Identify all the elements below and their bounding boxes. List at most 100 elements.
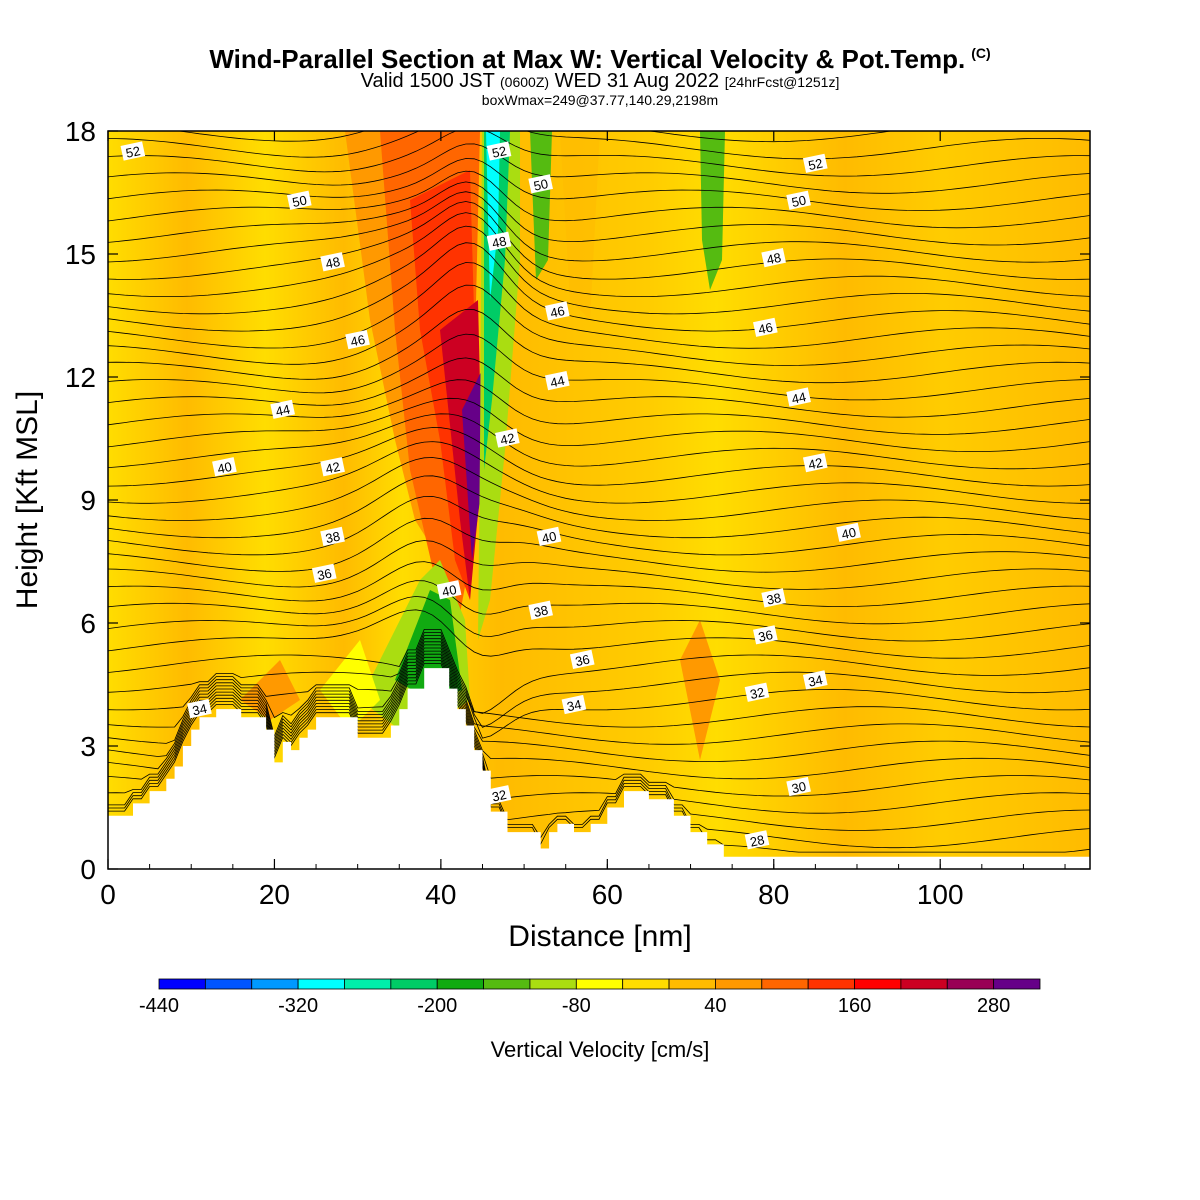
svg-text:46: 46 <box>349 332 366 350</box>
y-tick-label: 15 <box>65 239 96 270</box>
theta-contour-label: 32 <box>486 785 512 805</box>
colorbar-swatch <box>761 978 809 990</box>
colorbar-swatch <box>529 978 577 990</box>
theta-contour-label: 40 <box>212 457 237 477</box>
theta-contour-line <box>108 212 1090 298</box>
theta-contour-label: 42 <box>802 452 828 473</box>
theta-contour-line <box>108 641 1090 745</box>
colorbar-swatch <box>251 978 299 990</box>
svg-text:44: 44 <box>790 389 807 407</box>
colorbar-swatch <box>668 978 716 990</box>
theta-contour-line <box>108 457 1090 521</box>
theta-contour-line <box>108 333 1090 401</box>
svg-text:44: 44 <box>549 373 566 391</box>
theta-contour-line <box>176 131 895 143</box>
svg-text:46: 46 <box>549 303 566 321</box>
svg-text:28: 28 <box>749 832 766 850</box>
theta-contour-label: 28 <box>744 830 770 850</box>
colorbar-swatch <box>575 978 624 990</box>
theta-contour-line <box>108 595 1090 642</box>
updraft-max <box>462 370 484 560</box>
theta-contour-label: 38 <box>761 588 786 608</box>
theta-contour-label: 48 <box>320 252 345 272</box>
theta-contour-label: 38 <box>528 600 553 620</box>
theta-contour-line <box>108 580 1090 625</box>
theta-contour-line <box>108 131 1090 160</box>
svg-text:44: 44 <box>274 401 291 419</box>
theta-contour-line <box>108 357 1090 418</box>
svg-text:38: 38 <box>765 590 782 608</box>
chart-subtitle: Valid 1500 JST (0600Z) WED 31 Aug 2022 [… <box>0 70 1200 93</box>
svg-text:42: 42 <box>807 455 824 473</box>
downdraft-band-3 <box>700 131 725 290</box>
theta-contour-label: 48 <box>761 247 786 267</box>
svg-text:52: 52 <box>807 155 824 173</box>
theta-contour-label: 42 <box>320 457 345 477</box>
theta-contour-label: 44 <box>786 387 811 407</box>
theta-contour-line <box>108 609 1090 659</box>
svg-text:50: 50 <box>790 192 807 210</box>
colorbar-swatch <box>436 978 484 990</box>
theta-contour-label: 36 <box>753 625 778 645</box>
colorbar-tick-label: 40 <box>704 995 726 1017</box>
theta-contour-line <box>108 517 1090 573</box>
x-tick-label: 100 <box>917 879 964 910</box>
theta-contour-line <box>108 158 1090 211</box>
x-tick-label: 80 <box>758 879 789 910</box>
y-tick-label: 9 <box>80 485 96 516</box>
svg-text:36: 36 <box>316 565 333 583</box>
y-axis-label: Height [Kft MSL] <box>11 390 44 610</box>
theta-contour-label: 44 <box>544 370 570 391</box>
colorbar-swatch <box>946 978 995 990</box>
colorbar-tick-label: 160 <box>838 995 871 1017</box>
x-tick-label: 20 <box>259 879 290 910</box>
theta-contour-label: 50 <box>528 174 553 194</box>
theta-contour-line <box>108 201 1090 280</box>
svg-text:34: 34 <box>191 701 208 719</box>
theta-contour-label: 52 <box>120 141 146 161</box>
svg-text:42: 42 <box>499 430 516 448</box>
svg-text:40: 40 <box>541 529 558 547</box>
theta-contour-label: 36 <box>569 649 595 669</box>
band-4 <box>560 131 600 320</box>
theta-contour-label: 40 <box>836 522 861 542</box>
theta-contour-line <box>108 308 1090 384</box>
downdraft-core <box>486 131 500 300</box>
theta-contour-line <box>108 262 1090 349</box>
x-tick-label: 60 <box>592 879 623 910</box>
theta-contour-label: 50 <box>786 190 811 210</box>
svg-text:46: 46 <box>757 319 774 337</box>
svg-text:30: 30 <box>790 779 807 797</box>
theta-contour-label: 52 <box>486 141 512 161</box>
colorbar-swatch <box>622 978 670 990</box>
valid-z: (0600Z) <box>500 74 550 90</box>
theta-contour-label: 52 <box>802 153 828 173</box>
copyright-mark: (C) <box>971 45 991 62</box>
y-tick-label: 3 <box>80 731 96 762</box>
theta-contour-line <box>108 131 1090 177</box>
x-tick-label: 0 <box>100 879 116 910</box>
colorbar-swatch <box>297 978 345 990</box>
colorbar-swatch <box>204 978 253 990</box>
valid-date: WED 31 Aug 2022 <box>554 70 720 92</box>
colorbar-swatch <box>807 978 855 990</box>
theta-contour-line <box>108 441 1090 504</box>
theta-contour-label: 38 <box>320 526 345 546</box>
colorbar-swatch <box>993 978 1041 990</box>
svg-text:32: 32 <box>491 787 508 805</box>
theta-contour-line <box>108 191 1090 263</box>
theta-contour-line <box>108 397 1090 453</box>
theta-contour-line <box>108 225 1090 315</box>
colorbar-tick-label: -440 <box>139 995 179 1017</box>
theta-contour-label: 36 <box>311 563 337 583</box>
boxwmax-label: boxWmax=249@37.77,140.29,2198m <box>481 92 719 108</box>
y-tick-label: 18 <box>65 116 96 147</box>
theta-contour-line <box>108 413 1090 470</box>
svg-text:40: 40 <box>840 524 857 542</box>
theta-contour-line <box>108 170 1090 229</box>
colorbar-swatch <box>715 978 763 990</box>
x-tick-label: 40 <box>425 879 456 910</box>
theta-contour-line <box>108 427 1090 487</box>
